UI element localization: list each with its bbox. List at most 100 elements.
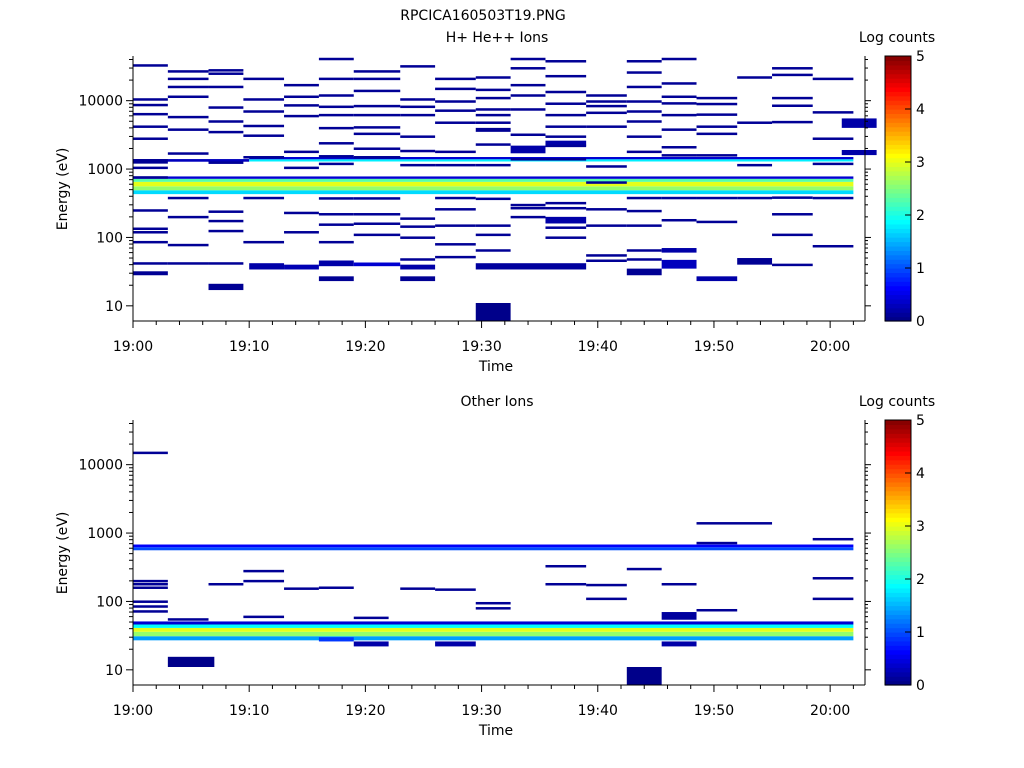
heatmap-cell	[208, 219, 244, 223]
heatmap-cell	[353, 89, 401, 93]
heatmap-cell	[696, 132, 738, 136]
colorbar-segment	[885, 490, 911, 496]
heatmap-cell	[318, 113, 354, 117]
heatmap-cell	[284, 166, 319, 170]
colorbar-segment	[885, 245, 911, 251]
heatmap-cell	[475, 121, 511, 124]
heatmap-cell	[661, 82, 697, 85]
heatmap-cell	[475, 143, 511, 146]
heatmap-cell	[400, 276, 436, 282]
colorbar-segment	[885, 104, 911, 110]
heatmap-cell	[208, 106, 244, 109]
heatmap-cell	[400, 587, 436, 590]
heatmap-cell	[545, 226, 587, 229]
heatmap-cell	[435, 588, 476, 591]
heatmap-cell	[353, 197, 401, 200]
heatmap-cell	[353, 126, 401, 129]
heatmap-cell	[545, 113, 587, 117]
heatmap-cell	[510, 94, 546, 97]
colorbar-tick-label: 2	[916, 208, 925, 224]
heatmap-cell	[475, 108, 511, 111]
heatmap-cell	[475, 249, 511, 252]
heatmap-cell	[626, 196, 662, 200]
colorbar-tick-label: 5	[916, 49, 925, 65]
heatmap-cell	[133, 64, 168, 67]
heatmap-cell	[661, 641, 697, 647]
heatmap-cell	[400, 113, 436, 117]
colorbar-segment	[885, 565, 911, 571]
heatmap-cell	[812, 577, 854, 580]
colorbar-segment	[885, 437, 911, 443]
heatmap-cell	[318, 77, 354, 81]
colorbar-segment	[885, 464, 911, 470]
heatmap-cell	[243, 196, 285, 200]
colorbar-segment	[885, 609, 911, 615]
heatmap-cell	[475, 163, 511, 167]
colorbar-segment	[885, 179, 911, 185]
heatmap-cell	[243, 110, 285, 113]
colorbar-segment	[885, 219, 911, 225]
x-tick-label: 19:10	[229, 703, 269, 719]
heatmap-cell	[510, 83, 546, 87]
heatmap-cell	[400, 163, 436, 167]
heatmap-cell	[318, 276, 354, 282]
heatmap-cell	[208, 130, 244, 134]
colorbar-segment	[885, 662, 911, 668]
x-axis-label: Time	[478, 723, 513, 739]
heatmap-cell	[510, 108, 546, 111]
y-axis-label: Energy (eV)	[55, 148, 71, 231]
colorbar-tick-label: 3	[916, 519, 925, 535]
heatmap-cell	[626, 666, 662, 685]
colorbar-segment	[885, 86, 911, 92]
heatmap-cell	[772, 73, 813, 77]
colorbar-segment	[885, 241, 911, 247]
colorbar-segment	[885, 534, 911, 540]
heatmap-cell	[400, 105, 436, 109]
heatmap-cell	[318, 105, 354, 109]
colorbar-segment	[885, 667, 911, 673]
colorbar-segment	[885, 530, 911, 536]
heatmap-cell	[586, 597, 627, 601]
heatmap-cell	[133, 547, 854, 551]
heatmap-cell	[133, 231, 168, 234]
heatmap-cell	[696, 96, 738, 100]
heatmap-cell	[696, 113, 738, 116]
colorbar-segment	[885, 618, 911, 624]
colorbar-segment	[885, 131, 911, 137]
heatmap-cell	[510, 133, 546, 137]
colorbar-segment	[885, 285, 911, 291]
colorbar-segment	[885, 281, 911, 287]
colorbar-segment	[885, 312, 911, 318]
heatmap-cell	[545, 158, 587, 161]
colorbar-segment	[885, 126, 911, 132]
heatmap-cell	[133, 190, 854, 195]
colorbar-segment	[885, 307, 911, 313]
colorbar-segment	[885, 263, 911, 269]
heatmap-cell	[435, 641, 476, 647]
colorbar-segment	[885, 82, 911, 88]
heatmap-cell	[772, 120, 813, 124]
heatmap-cell	[353, 233, 401, 237]
colorbar-segment	[885, 605, 911, 611]
heatmap-cell	[812, 111, 854, 114]
heatmap-cell	[475, 607, 511, 610]
x-tick-label: 19:00	[113, 339, 153, 355]
heatmap-cell	[626, 85, 662, 89]
colorbar-segment	[885, 556, 911, 562]
heatmap-cell	[318, 162, 354, 166]
heatmap-cell	[133, 544, 854, 548]
heatmap-cell	[318, 637, 354, 642]
heatmap-cell	[353, 77, 401, 81]
heatmap-cell	[545, 140, 587, 146]
heatmap-cell	[772, 96, 813, 100]
colorbar-segment	[885, 459, 911, 465]
colorbar-segment	[885, 579, 911, 585]
heatmap-cell	[353, 262, 401, 267]
colorbar-segment	[885, 442, 911, 448]
colorbar-segment	[885, 420, 911, 426]
heatmap-cell	[208, 161, 244, 164]
colorbar-segment	[885, 303, 911, 309]
heatmap-cell	[661, 196, 697, 200]
heatmap-cell	[661, 95, 697, 99]
heatmap-cell	[545, 236, 587, 239]
